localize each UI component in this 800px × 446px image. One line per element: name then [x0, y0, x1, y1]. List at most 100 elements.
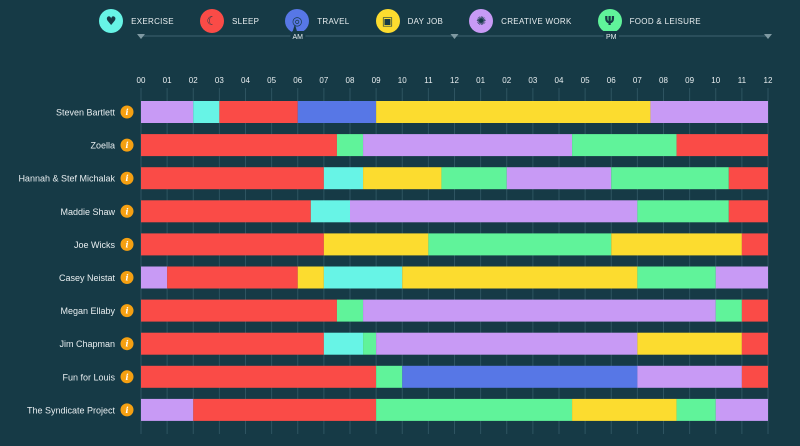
info-icon [120, 105, 134, 119]
segment [336, 134, 364, 157]
info-icon [120, 237, 134, 251]
segment [611, 233, 742, 256]
x-tick-label: 11 [424, 76, 433, 85]
fork-knife-icon: Ψ [597, 9, 622, 33]
x-tick-label: 07 [319, 76, 328, 85]
x-tick-label: 03 [528, 76, 537, 85]
legend-item: ☾ SLEEP [199, 9, 259, 33]
legend-label: EXERCISE [131, 16, 174, 26]
row-label: Megan Ellaby [60, 306, 115, 316]
x-tick-label: 06 [607, 76, 616, 85]
segment [323, 167, 364, 190]
info-icon [120, 337, 134, 351]
legend-item: Ψ FOOD & LEISURE [597, 9, 701, 33]
lightbulb-icon: ✺ [469, 9, 494, 33]
segment [350, 200, 638, 223]
segment [650, 101, 768, 123]
segment [363, 167, 442, 190]
heart-pulse-icon: ♥ [99, 9, 124, 33]
segment [323, 233, 429, 256]
segment [741, 233, 768, 256]
bracket-marker [450, 34, 459, 39]
x-tick-label: 01 [163, 76, 172, 85]
x-tick-label: 07 [633, 76, 642, 85]
segment [141, 398, 194, 421]
segment [141, 332, 324, 355]
am-label: AM [293, 34, 304, 41]
row-label: Hannah & Stef Michalak [18, 174, 115, 184]
segment [441, 167, 507, 190]
x-tick-label: 10 [711, 76, 720, 85]
legend-item: ✺ CREATIVE WORK [469, 9, 571, 33]
legend-label: TRAVEL [317, 16, 350, 26]
segment [141, 266, 168, 289]
x-tick-label: 04 [555, 76, 564, 85]
row-label: Maddie Shaw [60, 207, 115, 217]
segment [376, 365, 403, 388]
info-icon-glyph: i [125, 140, 128, 150]
row-label: Jim Chapman [59, 339, 115, 349]
info-icon [120, 304, 134, 318]
legend-item: ♥ EXERCISE [99, 9, 174, 33]
segment [572, 398, 677, 421]
segment [741, 365, 768, 388]
x-tick-label: 10 [398, 76, 407, 85]
info-icon-glyph: i [125, 173, 128, 183]
segment [428, 233, 612, 256]
info-icon [120, 370, 134, 384]
segment [167, 266, 298, 289]
row-label: Joe Wicks [74, 240, 116, 250]
x-tick-label: 09 [372, 76, 381, 85]
moon-icon: ☾ [199, 9, 224, 33]
x-tick-label: 05 [581, 76, 590, 85]
info-icon-glyph: i [125, 372, 128, 382]
segment [402, 266, 638, 289]
segment [141, 233, 324, 256]
segment [715, 299, 742, 322]
segment [141, 167, 324, 190]
segment [715, 398, 768, 421]
x-tick-label: 08 [346, 76, 355, 85]
x-tick-label: 05 [267, 76, 276, 85]
x-tick-label: 03 [215, 76, 224, 85]
info-icon [120, 271, 134, 284]
segment [141, 101, 194, 123]
info-icon [120, 138, 134, 152]
briefcase-icon: ▣ [375, 9, 400, 33]
segment [376, 398, 573, 421]
segment [219, 101, 298, 123]
info-icon [120, 204, 134, 218]
x-tick-label: 09 [685, 76, 694, 85]
bracket-marker [764, 34, 772, 39]
segment [506, 167, 612, 190]
segment [141, 134, 337, 157]
segment [637, 332, 742, 355]
legend-label: CREATIVE WORK [501, 16, 572, 26]
info-icon-glyph: i [125, 239, 128, 249]
x-tick-label: 11 [738, 76, 747, 85]
legend: ♥ EXERCISE ☾ SLEEP ◎ TRAVEL ▣ DAY JOB ✺ CREATIVE … [0, 6, 800, 36]
x-tick-label: 12 [764, 76, 773, 85]
segment [728, 200, 768, 223]
segment [611, 167, 729, 190]
info-icon-glyph: i [125, 405, 128, 415]
segment [676, 398, 716, 421]
segment [376, 101, 651, 123]
x-tick-label: 06 [293, 76, 302, 85]
segment [336, 299, 364, 322]
x-tick-label: 04 [241, 76, 250, 85]
x-tick-label: 02 [189, 76, 198, 85]
segment [141, 299, 337, 322]
segment [363, 134, 573, 157]
bracket-marker [137, 34, 145, 39]
row-label: Steven Bartlett [56, 108, 116, 118]
segment [323, 332, 364, 355]
segment [193, 398, 377, 421]
steering-wheel-icon: ◎ [285, 9, 310, 33]
legend-label: DAY JOB [407, 16, 444, 26]
x-tick-label: 08 [659, 76, 668, 85]
segment [141, 200, 311, 223]
legend-label: FOOD & LEISURE [629, 16, 701, 26]
segment [637, 266, 716, 289]
x-tick-label: 02 [502, 76, 511, 85]
